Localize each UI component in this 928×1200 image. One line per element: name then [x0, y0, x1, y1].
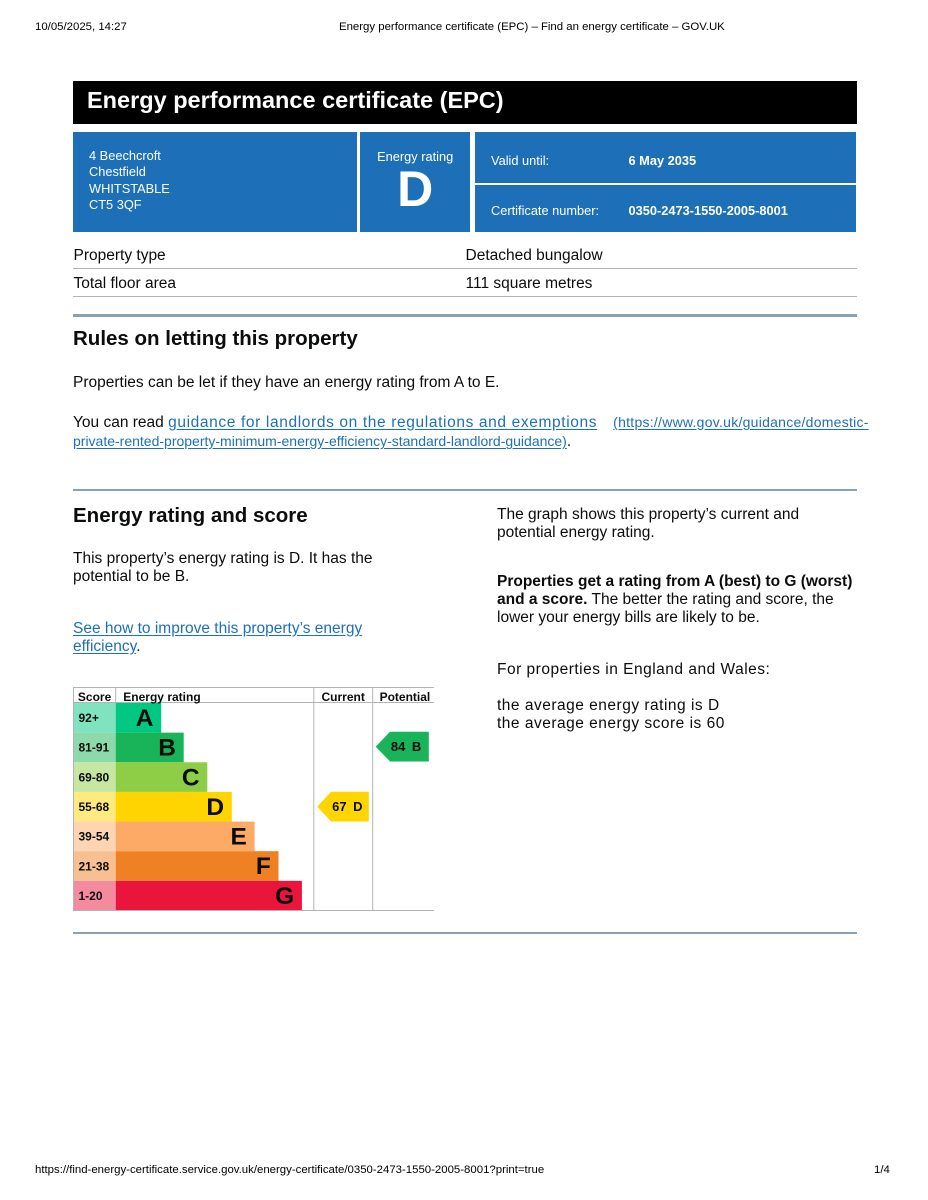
- svg-text:Score: Score: [78, 690, 112, 704]
- svg-text:39-54: 39-54: [79, 830, 110, 844]
- svg-text:Potential: Potential: [380, 690, 431, 704]
- svg-text:21-38: 21-38: [79, 859, 110, 873]
- svg-text:Energy rating: Energy rating: [123, 690, 200, 704]
- svg-text:C: C: [182, 764, 200, 791]
- svg-text:A: A: [136, 705, 154, 732]
- svg-text:55-68: 55-68: [79, 800, 110, 814]
- svg-text:B: B: [158, 735, 176, 762]
- svg-text:84 B: 84 B: [391, 739, 421, 754]
- svg-text:67 D: 67 D: [332, 799, 362, 814]
- svg-text:D: D: [206, 794, 224, 821]
- svg-text:69-80: 69-80: [79, 770, 110, 784]
- svg-text:Current: Current: [322, 690, 365, 704]
- svg-text:E: E: [231, 824, 247, 851]
- svg-text:G: G: [275, 883, 294, 910]
- svg-text:F: F: [256, 853, 271, 880]
- svg-text:92+: 92+: [79, 711, 99, 725]
- svg-text:81-91: 81-91: [79, 741, 110, 755]
- svg-text:1-20: 1-20: [79, 889, 103, 903]
